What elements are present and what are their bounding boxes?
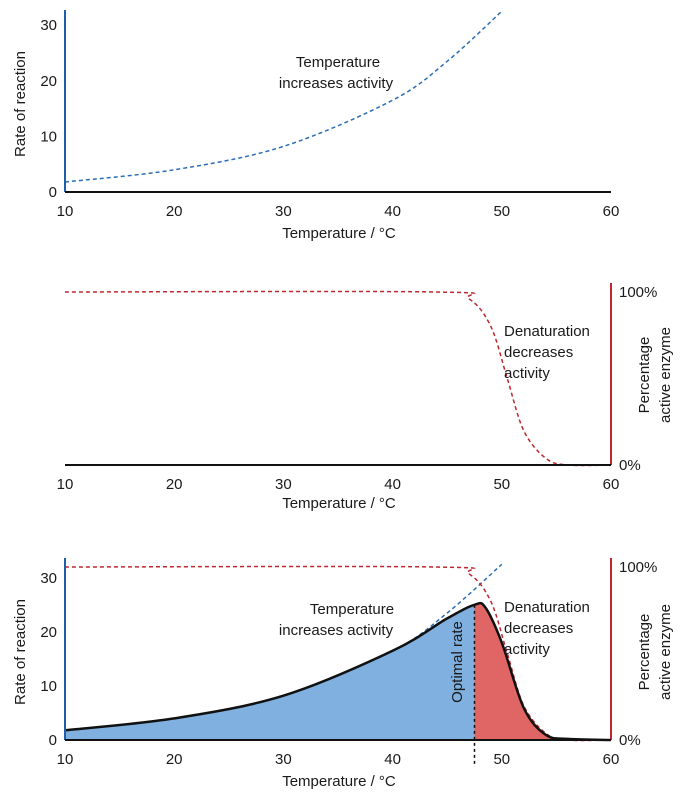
y-tick-0%: 0% xyxy=(619,457,641,474)
x-tick-30: 30 xyxy=(275,203,292,220)
right-y-axis-label-line-1: Percentage xyxy=(636,614,653,691)
x-tick-40: 40 xyxy=(384,751,401,768)
y-tick-30: 30 xyxy=(40,570,57,587)
x-tick-40: 40 xyxy=(384,476,401,493)
x-tick-labels: 10 20 30 40 50 60 xyxy=(57,751,620,768)
x-tick-20: 20 xyxy=(166,203,183,220)
annotation-rate-line-1: Temperature xyxy=(310,601,394,618)
y-tick-10: 10 xyxy=(40,678,57,695)
y-axis-label: Rate of reaction xyxy=(12,51,29,157)
chart-active-enzyme-vs-temperature: 0% 100% 10 20 30 40 50 60 Percentage active en… xyxy=(57,283,674,512)
x-tick-10: 10 xyxy=(57,476,74,493)
x-axis-label: Temperature / °C xyxy=(282,225,396,242)
x-tick-20: 20 xyxy=(166,476,183,493)
x-tick-30: 30 xyxy=(275,751,292,768)
x-tick-10: 10 xyxy=(57,751,74,768)
annotation-denat-line-2: decreases xyxy=(504,620,573,637)
x-tick-labels: 10 20 30 40 50 60 xyxy=(57,476,620,493)
rate-area-above-optimum xyxy=(474,603,611,740)
rate-curve xyxy=(64,10,503,183)
y-tick-0: 0 xyxy=(49,184,57,201)
annotation-line-1: Denaturation xyxy=(504,323,590,340)
rate-area-below-optimum xyxy=(65,604,475,740)
annotation-line-1: Temperature xyxy=(296,54,380,71)
combined-rate-curve xyxy=(64,601,612,742)
annotation-denat-line-1: Denaturation xyxy=(504,599,590,616)
y-tick-100%: 100% xyxy=(619,284,657,301)
x-tick-10: 10 xyxy=(57,203,74,220)
y-tick-10: 10 xyxy=(40,128,57,145)
annotation-line-2: decreases xyxy=(504,344,573,361)
right-y-axis-label-line-2: active enzyme xyxy=(657,604,674,700)
x-axis-label: Temperature / °C xyxy=(282,495,396,512)
x-tick-40: 40 xyxy=(384,203,401,220)
y-tick-labels: 0 10 20 30 xyxy=(40,17,57,201)
x-tick-50: 50 xyxy=(493,203,510,220)
annotation-line-2: increases activity xyxy=(279,75,394,92)
x-tick-50: 50 xyxy=(493,476,510,493)
y-tick-0: 0 xyxy=(49,732,57,749)
x-tick-50: 50 xyxy=(493,751,510,768)
x-tick-labels: 10 20 30 40 50 60 xyxy=(57,203,620,220)
y2-tick-0%: 0% xyxy=(619,732,641,749)
y-axis-label: Rate of reaction xyxy=(12,599,29,705)
x-tick-20: 20 xyxy=(166,751,183,768)
y2-tick-100%: 100% xyxy=(619,559,657,576)
right-y-axis-label-line-1: Percentage xyxy=(636,337,653,414)
x-tick-60: 60 xyxy=(603,203,620,220)
optimal-rate-label: Optimal rate xyxy=(449,621,466,703)
right-y-axis-label-line-2: active enzyme xyxy=(657,327,674,423)
y-tick-20: 20 xyxy=(40,624,57,641)
y-tick-30: 30 xyxy=(40,17,57,34)
x-axis-label: Temperature / °C xyxy=(282,773,396,790)
annotation-denat-line-3: activity xyxy=(504,641,550,658)
left-y-tick-labels: 0 10 20 30 xyxy=(40,570,57,749)
x-tick-60: 60 xyxy=(603,476,620,493)
right-y-tick-labels: 0% 100% xyxy=(619,559,657,749)
annotation-line-3: activity xyxy=(504,365,550,382)
y-tick-20: 20 xyxy=(40,73,57,90)
annotation-rate-line-2: increases activity xyxy=(279,622,394,639)
x-tick-30: 30 xyxy=(275,476,292,493)
x-tick-60: 60 xyxy=(603,751,620,768)
right-y-tick-labels: 0% 100% xyxy=(619,284,657,474)
